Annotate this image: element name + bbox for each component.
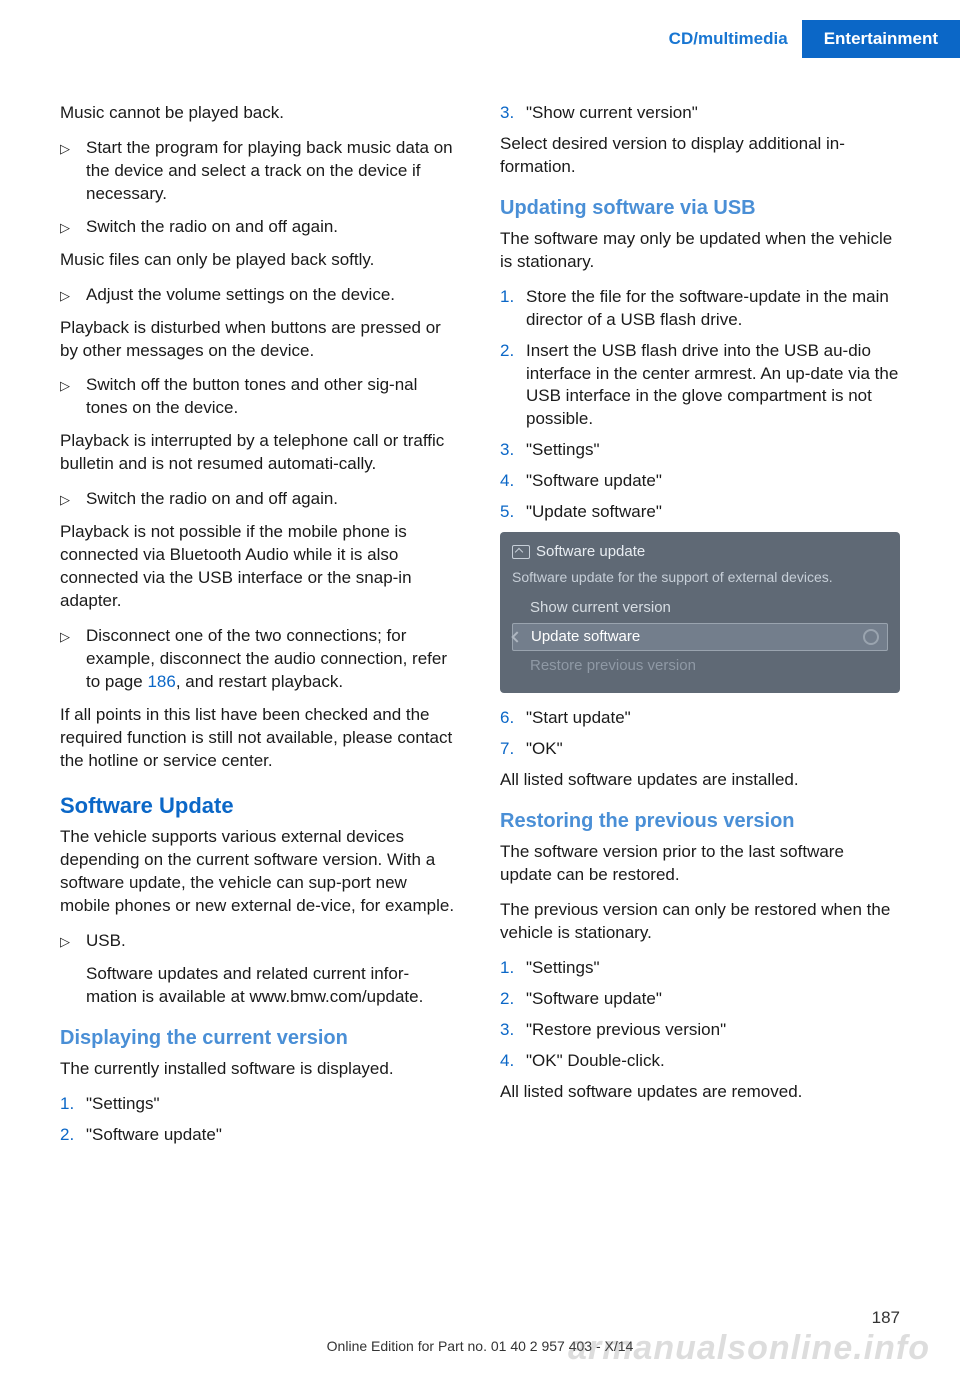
- heading-software-update: Software Update: [60, 791, 460, 821]
- bullet-text: Switch off the button tones and other si…: [86, 374, 460, 420]
- para: Playback is interrupted by a telephone c…: [60, 430, 460, 476]
- screenshot-row: Restore previous version: [512, 653, 888, 679]
- step: 2."Software update": [500, 988, 900, 1011]
- page-ref-link[interactable]: 186: [147, 672, 175, 691]
- step: 2.Insert the USB flash drive into the US…: [500, 340, 900, 432]
- step-num: 5.: [500, 501, 526, 524]
- step-text: "OK" Double-click.: [526, 1050, 900, 1073]
- para: If all points in this list have been che…: [60, 704, 460, 773]
- bullet-text: Adjust the volume settings on the device…: [86, 284, 460, 307]
- para: The software version prior to the last s…: [500, 841, 900, 887]
- left-arrow-icon: [511, 631, 523, 643]
- left-column: Music cannot be played back. ▷Start the …: [60, 102, 460, 1155]
- step-num: 1.: [500, 957, 526, 980]
- bullet-marker: ▷: [60, 216, 86, 239]
- step: 1."Settings": [500, 957, 900, 980]
- screenshot-desc: Software update for the support of exter…: [512, 568, 888, 586]
- watermark: armanualsonline.info: [568, 1329, 930, 1368]
- para: Playback is disturbed when buttons are p…: [60, 317, 460, 363]
- step-num: 3.: [500, 1019, 526, 1042]
- para: The previous version can only be restore…: [500, 899, 900, 945]
- bullet-marker: ▷: [60, 374, 86, 420]
- step: 3."Restore previous version": [500, 1019, 900, 1042]
- bullet-marker: ▷: [60, 488, 86, 511]
- screenshot-title: Software update: [512, 542, 888, 562]
- bullet-text: USB.: [86, 930, 460, 953]
- step-text: "Software update": [86, 1124, 460, 1147]
- step-text: Store the file for the software-update i…: [526, 286, 900, 332]
- step-text: "Show current version": [526, 102, 900, 125]
- bullet: ▷USB.: [60, 930, 460, 953]
- para: All listed software updates are installe…: [500, 769, 900, 792]
- tab-cd-multimedia: CD/multimedia: [655, 20, 802, 58]
- step-num: 2.: [500, 988, 526, 1011]
- para: The currently installed software is disp…: [60, 1058, 460, 1081]
- knob-icon: [863, 629, 879, 645]
- para: Music cannot be played back.: [60, 102, 460, 125]
- para: Music files can only be played back soft…: [60, 249, 460, 272]
- bullet: ▷Switch the radio on and off again.: [60, 488, 460, 511]
- step-text: "Start update": [526, 707, 900, 730]
- step-text: "Restore previous version": [526, 1019, 900, 1042]
- bullet: ▷Adjust the volume settings on the devic…: [60, 284, 460, 307]
- bullet: ▷Switch the radio on and off again.: [60, 216, 460, 239]
- step-num: 1.: [60, 1093, 86, 1116]
- step: 7."OK": [500, 738, 900, 761]
- header-tabs: CD/multimedia Entertainment: [60, 20, 960, 58]
- step-num: 4.: [500, 470, 526, 493]
- para: The vehicle supports various external de…: [60, 826, 460, 918]
- step-text: "Settings": [526, 957, 900, 980]
- para: Software updates and related current inf…: [60, 963, 460, 1009]
- step-text: "Update software": [526, 501, 900, 524]
- step: 3."Settings": [500, 439, 900, 462]
- bullet-marker: ▷: [60, 137, 86, 206]
- step: 1.Store the file for the software-update…: [500, 286, 900, 332]
- step-text: Insert the USB flash drive into the USB …: [526, 340, 900, 432]
- bullet-marker: ▷: [60, 284, 86, 307]
- step: 4."OK" Double-click.: [500, 1050, 900, 1073]
- screenshot-software-update: Software update Software update for the …: [500, 532, 900, 693]
- step-num: 2.: [500, 340, 526, 432]
- bullet-text: Switch the radio on and off again.: [86, 216, 460, 239]
- bullet-text: Disconnect one of the two connections; f…: [86, 625, 460, 694]
- step: 5."Update software": [500, 501, 900, 524]
- step: 6."Start update": [500, 707, 900, 730]
- bullet-text: Start the program for playing back music…: [86, 137, 460, 206]
- step-num: 4.: [500, 1050, 526, 1073]
- step: 3."Show current version": [500, 102, 900, 125]
- step: 4."Software update": [500, 470, 900, 493]
- step-text: "Software update": [526, 988, 900, 1011]
- para: Playback is not possible if the mobile p…: [60, 521, 460, 613]
- bullet-marker: ▷: [60, 625, 86, 694]
- right-column: 3."Show current version" Select desired …: [500, 102, 900, 1155]
- step-num: 3.: [500, 439, 526, 462]
- step-text: "Software update": [526, 470, 900, 493]
- para: The software may only be updated when th…: [500, 228, 900, 274]
- tab-entertainment: Entertainment: [802, 20, 960, 58]
- para: All listed software updates are removed.: [500, 1081, 900, 1104]
- page-number: 187: [872, 1308, 900, 1328]
- heading-restoring: Restoring the previous version: [500, 808, 900, 835]
- update-icon: [512, 545, 530, 559]
- step: 2."Software update": [60, 1124, 460, 1147]
- step-text: "OK": [526, 738, 900, 761]
- para: Select desired version to display additi…: [500, 133, 900, 179]
- step: 1."Settings": [60, 1093, 460, 1116]
- step-num: 2.: [60, 1124, 86, 1147]
- bullet: ▷Disconnect one of the two connections; …: [60, 625, 460, 694]
- step-num: 7.: [500, 738, 526, 761]
- heading-display-current: Displaying the current version: [60, 1025, 460, 1052]
- step-num: 3.: [500, 102, 526, 125]
- heading-updating-usb: Updating software via USB: [500, 195, 900, 222]
- bullet: ▷Switch off the button tones and other s…: [60, 374, 460, 420]
- step-num: 1.: [500, 286, 526, 332]
- step-num: 6.: [500, 707, 526, 730]
- screenshot-row: Show current version: [512, 595, 888, 621]
- bullet-text: Switch the radio on and off again.: [86, 488, 460, 511]
- screenshot-row-selected: Update software: [512, 623, 888, 651]
- bullet: ▷Start the program for playing back musi…: [60, 137, 460, 206]
- bullet-marker: ▷: [60, 930, 86, 953]
- step-text: "Settings": [86, 1093, 460, 1116]
- step-text: "Settings": [526, 439, 900, 462]
